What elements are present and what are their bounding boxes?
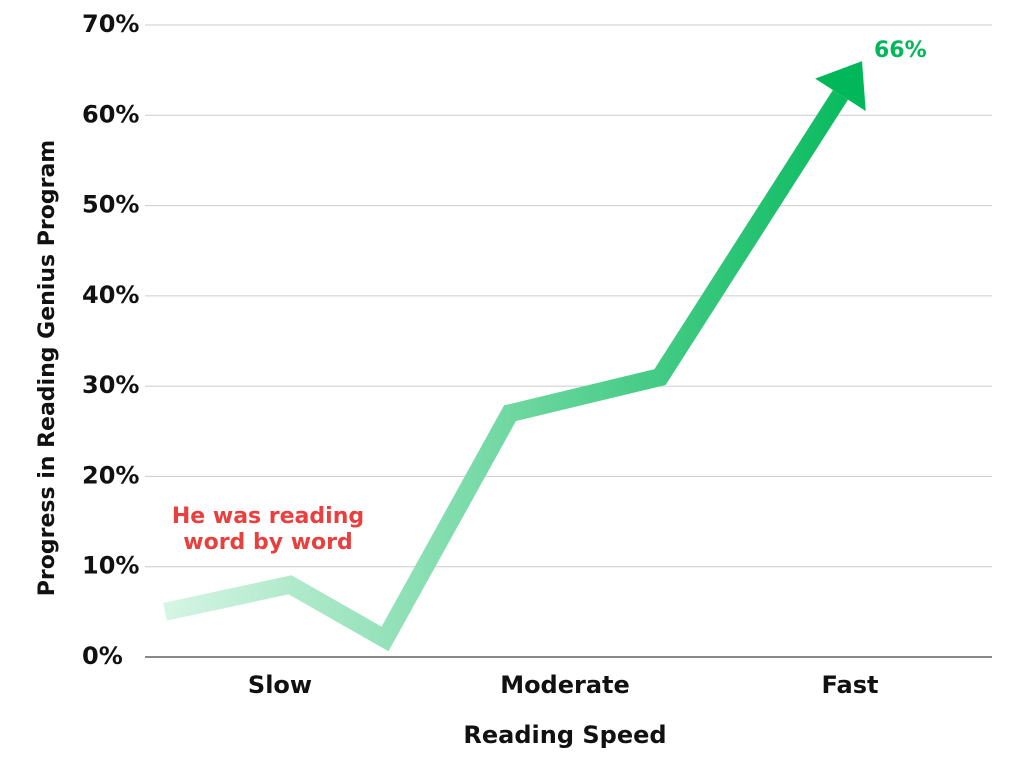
y-tick-label: 70% [82, 10, 139, 38]
x-tick-label: Moderate [500, 671, 630, 699]
x-tick-label: Slow [248, 671, 312, 699]
y-tick-label: 60% [82, 100, 139, 128]
data-line [163, 89, 849, 652]
x-tick-label: Fast [822, 671, 879, 699]
y-tick-label: 30% [82, 371, 139, 399]
value-label: 66% [874, 38, 927, 63]
arrow-head [815, 61, 866, 111]
y-axis-title: Progress in Reading Genius Program [35, 140, 60, 596]
y-tick-label: 10% [82, 552, 139, 580]
y-tick-label: 0% [82, 642, 123, 670]
y-tick-label: 20% [82, 461, 139, 489]
annotation: He was reading word by word [172, 504, 364, 555]
y-tick-label: 50% [82, 191, 139, 219]
x-axis-title: Reading Speed [463, 721, 666, 749]
y-tick-label: 40% [82, 281, 139, 309]
